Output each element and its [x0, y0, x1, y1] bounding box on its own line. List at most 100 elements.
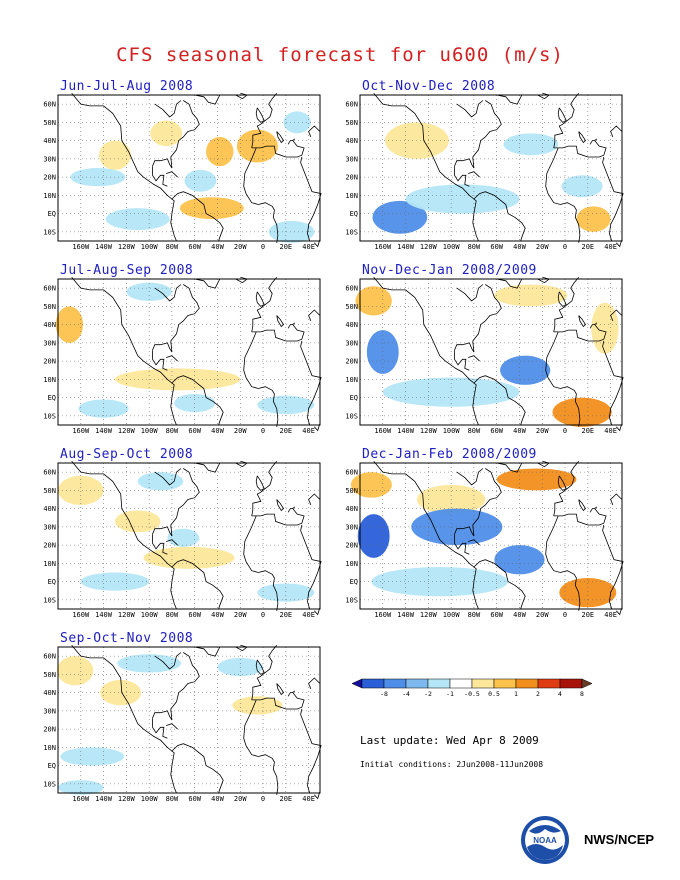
coastline: [545, 515, 581, 611]
coastline: [300, 340, 322, 426]
lon-tick-label: 20W: [234, 427, 247, 435]
coastline: [152, 350, 168, 371]
coastline: [456, 100, 484, 118]
coastline: [610, 493, 623, 506]
lon-tick-label: 60W: [490, 243, 503, 251]
lon-tick-label: 20W: [536, 243, 549, 251]
coastline: [589, 140, 595, 145]
coastline: [373, 92, 479, 242]
coastline: [251, 276, 278, 332]
coastline: [152, 534, 168, 555]
map-frame: [359, 94, 623, 242]
lon-tick-label: 160W: [72, 795, 90, 803]
lon-tick-label: 120W: [420, 243, 438, 251]
colorbar-segment: [405, 678, 429, 689]
coastline: [235, 644, 248, 652]
coastline: [308, 309, 321, 322]
lon-tick-label: 160W: [72, 427, 90, 435]
colorbar-label: 4: [558, 690, 562, 698]
coastline: [276, 315, 285, 328]
coastline: [251, 138, 305, 158]
lon-tick-label: 100W: [141, 795, 159, 803]
coastline: [243, 515, 279, 611]
anomaly-contour: [150, 120, 183, 147]
lat-tick-label: 30N: [43, 707, 56, 715]
lon-tick-label: 40E: [604, 427, 617, 435]
coastline: [589, 508, 595, 513]
coastline: [287, 324, 293, 329]
lat-tick-label: 40N: [345, 505, 358, 513]
lon-tick-label: 140W: [95, 795, 113, 803]
coastline: [152, 166, 168, 187]
colorbar-label: 1: [514, 690, 518, 698]
coastline: [373, 460, 479, 610]
coastline: [545, 147, 581, 243]
lat-tick-label: 40N: [43, 137, 56, 145]
lat-tick-label: 50N: [43, 487, 56, 495]
colorbar-segment: [471, 678, 495, 689]
lat-tick-label: 20N: [345, 542, 358, 550]
lat-tick-label: 40N: [43, 321, 56, 329]
lon-tick-label: 140W: [95, 427, 113, 435]
lat-tick-label: 20N: [43, 358, 56, 366]
anomaly-contour: [355, 286, 392, 316]
coastline: [578, 315, 587, 328]
coastline: [276, 499, 285, 512]
lon-tick-label: 120W: [118, 427, 136, 435]
coastline: [251, 460, 278, 516]
coastline: [243, 699, 279, 795]
lon-tick-label: 40E: [604, 611, 617, 619]
anomaly-contour: [137, 472, 184, 491]
colorbar-segment: [383, 678, 407, 689]
lat-tick-label: 10S: [43, 228, 56, 236]
panel-title-ndj: Nov-Dec-Jan 2008/2009: [362, 263, 537, 278]
lat-tick-label: 10S: [345, 596, 358, 604]
lat-tick-label: 60N: [43, 653, 56, 661]
coastline: [578, 131, 587, 144]
coastline: [251, 690, 305, 710]
coastline: [287, 140, 293, 145]
coastline: [276, 131, 285, 144]
lon-tick-label: 100W: [443, 611, 461, 619]
coastline: [152, 718, 168, 739]
lon-tick-label: 40E: [604, 243, 617, 251]
lon-tick-label: 0: [261, 611, 265, 619]
coastline: [251, 322, 305, 342]
anomaly-contour: [114, 510, 161, 533]
map-frame: [359, 278, 623, 426]
lat-tick-label: 20N: [345, 174, 358, 182]
lat-tick-label: EQ: [48, 394, 56, 402]
colorbar-segment: [427, 678, 451, 689]
lat-tick-label: 10S: [43, 780, 56, 788]
lat-tick-label: 60N: [345, 469, 358, 477]
colorbar-segment: [352, 678, 363, 689]
lon-tick-label: 40W: [513, 243, 526, 251]
lon-tick-label: 160W: [374, 427, 392, 435]
lon-tick-label: 0: [563, 243, 567, 251]
colorbar-segment: [559, 678, 583, 689]
coastline: [154, 100, 182, 118]
lon-tick-label: 80W: [468, 427, 481, 435]
coastline: [287, 508, 293, 513]
lon-tick-label: 80W: [166, 795, 179, 803]
coastline: [454, 284, 502, 353]
coastline: [171, 743, 224, 794]
colorbar: -8 -4 -2 -1 -0.5 0.5 1 2 4 8: [352, 678, 593, 698]
anomaly-contour: [206, 136, 234, 167]
panel-title-djf: Dec-Jan-Feb 2008/2009: [362, 447, 537, 462]
coastline: [251, 644, 278, 700]
coastline: [194, 646, 221, 657]
lon-tick-label: 0: [261, 795, 265, 803]
coastline: [171, 191, 224, 242]
lon-tick-label: 160W: [374, 611, 392, 619]
coastline: [255, 291, 265, 307]
coastline: [553, 138, 607, 158]
lon-tick-label: 40E: [302, 611, 315, 619]
lon-tick-label: 100W: [141, 611, 159, 619]
coastline: [473, 375, 526, 426]
last-update-text: Last update: Wed Apr 8 2009: [360, 734, 539, 747]
anomaly-contour: [236, 129, 278, 163]
lon-tick-label: 0: [563, 427, 567, 435]
map-panel-ond: 60N 50N 40N 30N 20N 10N EQ 10S 160W 140W 120W 100W 8…: [345, 92, 624, 251]
lat-tick-label: 20N: [345, 358, 358, 366]
